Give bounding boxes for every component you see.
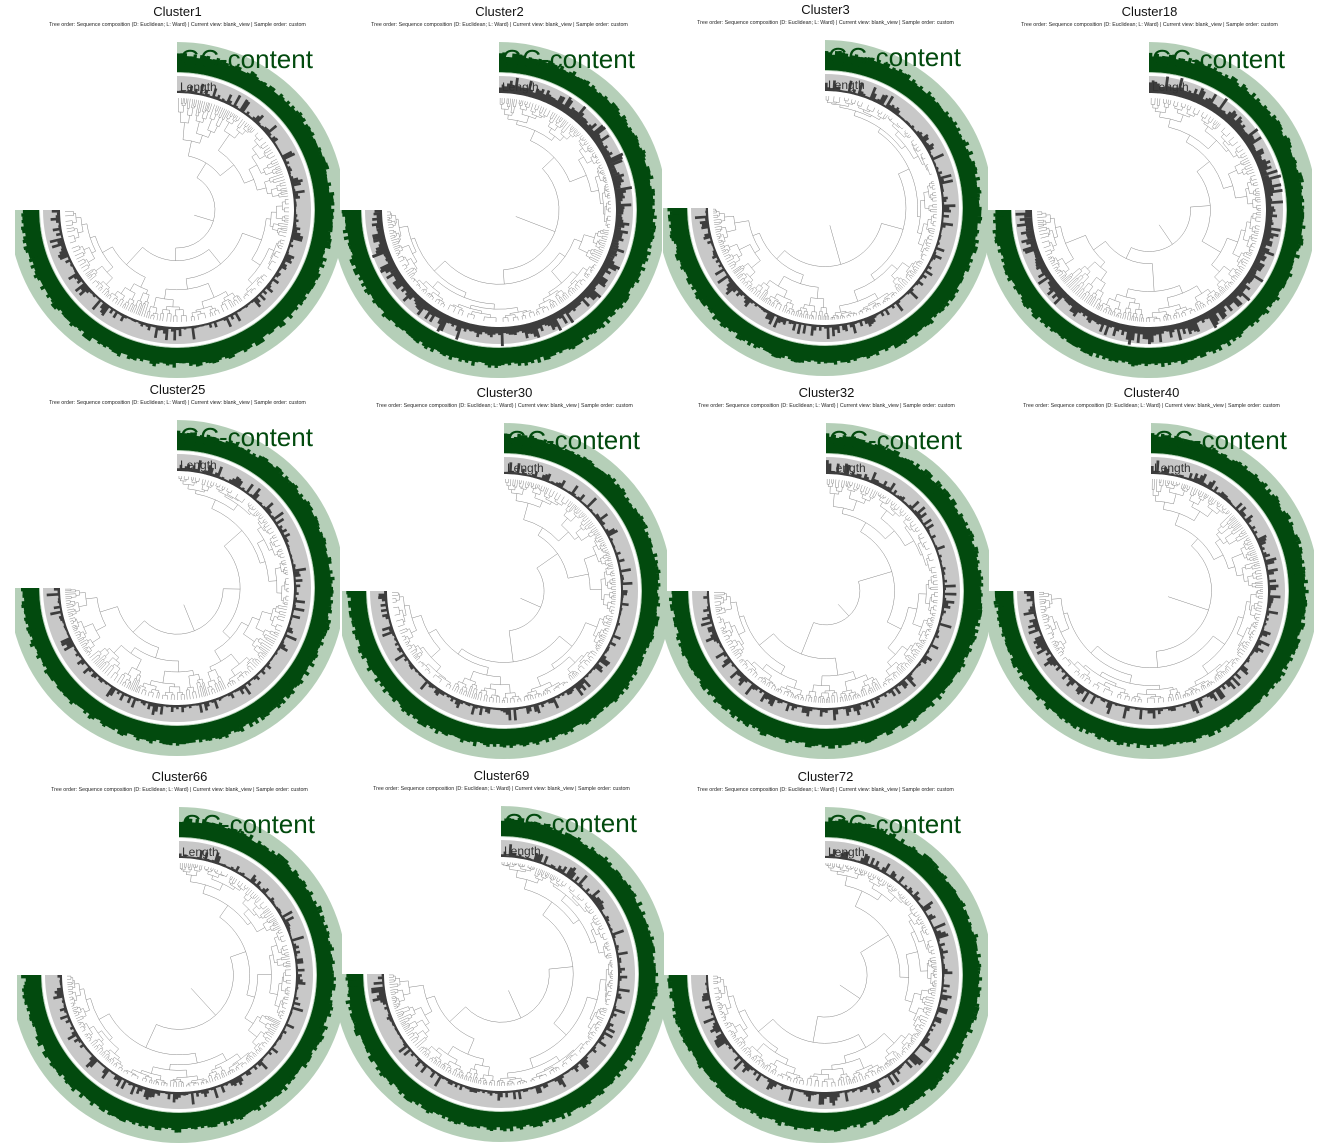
panel-title: Cluster66 [151, 769, 208, 784]
cluster-panel: Cluster18 Tree order: Sequence compositi… [987, 0, 1312, 380]
dendrogram-branches [387, 98, 611, 322]
gc-content-label: GC-content [182, 809, 316, 839]
panel-title: Cluster2 [475, 4, 524, 19]
dendrogram-branches [1037, 98, 1261, 323]
panel-title: Cluster1 [153, 4, 202, 19]
dendrogram-branches [389, 862, 613, 1087]
panel-subtitle: Tree order: Sequence composition (D: Euc… [49, 22, 306, 28]
dendrogram-branches [65, 476, 290, 701]
length-label: Length [507, 461, 544, 475]
dendrogram [67, 863, 291, 1088]
panel-subtitle: Tree order: Sequence composition (D: Euc… [371, 22, 628, 28]
panel-title: Cluster3 [801, 2, 850, 17]
panel-subtitle: Tree order: Sequence composition (D: Euc… [49, 400, 306, 406]
gc-content-label: GC-content [828, 809, 962, 839]
gc-content-label: GC-content [828, 42, 962, 72]
length-background-band [1017, 457, 1285, 725]
dendrogram-branches [392, 479, 616, 703]
panel-subtitle: Tree order: Sequence composition (D: Euc… [376, 403, 633, 409]
circular-tree-plot: GC-content Length [663, 40, 988, 376]
panel-title: Cluster25 [149, 382, 206, 397]
circular-tree-plot: GC-content Length [339, 806, 664, 1142]
panel-subtitle: Tree order: Sequence composition (D: Euc… [1021, 22, 1278, 28]
dendrogram-branches [713, 96, 937, 320]
gc-content-label: GC-content [1154, 425, 1288, 455]
length-label: Length [502, 80, 539, 94]
length-label: Length [828, 845, 865, 859]
panel-title: Cluster18 [1121, 4, 1178, 19]
dendrogram-branches [714, 479, 938, 704]
panel-title: Cluster40 [1123, 385, 1180, 400]
cluster-panel: Cluster40 Tree order: Sequence compositi… [989, 381, 1314, 761]
panel-subtitle: Tree order: Sequence composition (D: Euc… [697, 20, 954, 26]
length-background-band [43, 454, 311, 722]
panel-subtitle: Tree order: Sequence composition (D: Euc… [51, 787, 308, 793]
panel-title: Cluster32 [798, 385, 855, 400]
length-background-band [691, 74, 959, 342]
length-label: Length [182, 845, 219, 859]
dendrogram [392, 479, 616, 703]
panel-title: Cluster30 [476, 385, 533, 400]
cluster-panel: Cluster1 Tree order: Sequence compositio… [15, 0, 340, 380]
length-background-band [691, 841, 959, 1109]
circular-tree-plot: GC-content Length [15, 42, 340, 378]
panel-subtitle: Tree order: Sequence composition (D: Euc… [373, 786, 630, 792]
cluster-panel: Cluster69 Tree order: Sequence compositi… [339, 764, 664, 1144]
circular-tree-plot: GC-content Length [664, 423, 989, 759]
gc-content-label: GC-content [504, 808, 638, 838]
dendrogram [389, 862, 613, 1087]
dendrogram-branches [67, 863, 291, 1088]
panel-title: Cluster69 [473, 768, 530, 783]
panel-subtitle: Tree order: Sequence composition (D: Euc… [697, 787, 954, 793]
cluster-panel: Cluster3 Tree order: Sequence compositio… [663, 0, 988, 378]
cluster-panel: Cluster2 Tree order: Sequence compositio… [337, 0, 662, 380]
length-label: Length [1152, 80, 1189, 94]
gc-content-label: GC-content [502, 44, 636, 74]
length-label: Length [180, 458, 217, 472]
gc-content-bars [346, 433, 661, 748]
length-label: Length [180, 80, 217, 94]
length-label: Length [829, 461, 866, 475]
length-label: Length [828, 78, 865, 92]
circular-tree-plot: GC-content Length [15, 420, 340, 756]
length-background-band [45, 841, 313, 1109]
length-background-band [367, 840, 635, 1108]
circular-tree-plot: GC-content Length [17, 807, 342, 1143]
circular-tree-plot: GC-content Length [987, 42, 1312, 378]
dendrogram-branches [1039, 479, 1263, 703]
circular-tree-plot: GC-content Length [337, 42, 662, 378]
length-background-band [692, 457, 960, 725]
gc-content-label: GC-content [1152, 44, 1286, 74]
dendrogram [387, 98, 611, 322]
panel-subtitle: Tree order: Sequence composition (D: Euc… [698, 403, 955, 409]
panel-title: Cluster72 [797, 769, 854, 784]
length-background-band [365, 76, 633, 344]
gc-content-label: GC-content [507, 425, 641, 455]
dendrogram-branches [713, 863, 937, 1087]
cluster-panel: Cluster32 Tree order: Sequence compositi… [664, 381, 989, 761]
cluster-panel: Cluster30 Tree order: Sequence compositi… [342, 381, 667, 761]
dendrogram [713, 96, 937, 320]
length-label: Length [504, 844, 541, 858]
circular-tree-plot: GC-content Length [663, 807, 988, 1143]
dendrogram [714, 479, 938, 704]
dendrogram-branches [65, 98, 289, 323]
gc-content-label: GC-content [829, 425, 963, 455]
gc-content-label: GC-content [180, 422, 314, 452]
dendrogram [65, 476, 290, 701]
dendrogram [713, 863, 937, 1087]
dendrogram [1039, 479, 1263, 703]
cluster-panel: Cluster72 Tree order: Sequence compositi… [663, 765, 988, 1145]
length-label: Length [1154, 461, 1191, 475]
circular-tree-plot: GC-content Length [342, 423, 667, 759]
cluster-panel: Cluster25 Tree order: Sequence compositi… [15, 378, 340, 758]
length-background-band [43, 76, 311, 344]
panel-subtitle: Tree order: Sequence composition (D: Euc… [1023, 403, 1280, 409]
gc-content-label: GC-content [180, 44, 314, 74]
circular-tree-plot: GC-content Length [989, 423, 1314, 759]
cluster-panel: Cluster66 Tree order: Sequence compositi… [17, 765, 342, 1145]
dendrogram [1037, 98, 1261, 323]
dendrogram [65, 98, 289, 323]
